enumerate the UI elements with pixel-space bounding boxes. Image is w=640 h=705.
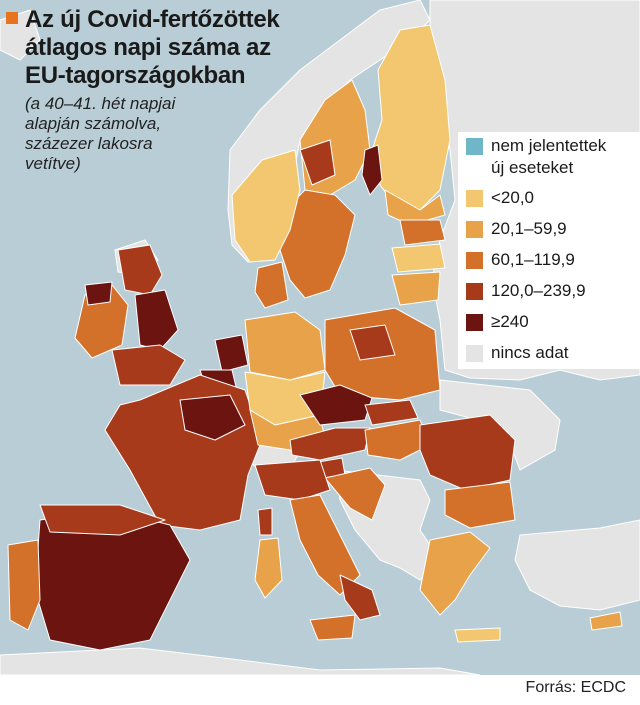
legend-swatch (466, 314, 483, 331)
region-bulgaria (444, 481, 516, 529)
region-corsica (257, 507, 273, 536)
legend-label: nem jelentettek új eseteket (491, 136, 607, 177)
legend-label: 20,1–59,9 (491, 219, 567, 238)
title-line-3: EU-tagországokban (25, 62, 246, 89)
region-slovakia (364, 399, 419, 426)
legend-swatch (466, 252, 483, 269)
map-subtitle: (a 40–41. hét napjai alapján számolva, s… (6, 94, 306, 174)
legend-label: 60,1–119,9 (491, 250, 575, 269)
region-sicily (309, 614, 356, 641)
region-poland-dark (349, 324, 396, 361)
region-sardinia (254, 537, 283, 599)
region-germany-north (244, 311, 326, 381)
region-norway-colored (231, 149, 301, 263)
region-italy-south (339, 574, 381, 621)
legend-item-no-new-cases: nem jelentettek új eseteket (466, 135, 606, 179)
region-estonia (399, 219, 446, 246)
region-denmark (254, 261, 289, 309)
region-finland (371, 24, 451, 211)
subtitle-line-2: alapján számolva, (25, 114, 162, 133)
region-latvia (391, 243, 446, 273)
legend-label: <20,0 (491, 188, 535, 207)
source-credit: Forrás: ECDC (525, 679, 626, 696)
legend-swatch (466, 221, 483, 238)
region-uk-north (134, 289, 179, 351)
legend-swatch (466, 345, 483, 362)
legend-label: ≥240 (491, 312, 529, 331)
region-sweden-mid (299, 139, 336, 186)
legend-item-under-20: <20,0 (466, 187, 534, 209)
region-austria (289, 427, 371, 461)
region-finland-south (384, 189, 446, 226)
legend-item-no-data: nincs adat (466, 342, 569, 364)
legend-swatch (466, 283, 483, 300)
region-hungary (364, 419, 431, 461)
legend-label: nincs adat (491, 343, 569, 362)
title-line-1: Az új Covid-fertőzöttek (25, 6, 280, 33)
subtitle-line-3: százezer lakosra (25, 134, 153, 153)
eu-regions (7, 24, 623, 651)
turkey-land (514, 519, 640, 611)
region-sweden-south (279, 189, 356, 299)
region-romania (419, 414, 516, 491)
title-block: Az új Covid-fertőzöttek átlagos napi szá… (6, 6, 306, 174)
region-croatia (324, 467, 386, 521)
source-bar: Forrás: ECDC (0, 675, 640, 705)
region-uk-south (111, 344, 186, 386)
map-legend: nem jelentettek új eseteket <20,0 20,1–5… (458, 132, 640, 369)
region-uk-ni (84, 281, 113, 306)
legend-swatch (466, 138, 483, 155)
title-marker (6, 12, 18, 24)
region-france (104, 374, 263, 531)
legend-item-60-120: 60,1–119,9 (466, 249, 575, 271)
region-cyprus (589, 611, 623, 631)
title-line-2: átlagos napi száma az (25, 34, 271, 61)
region-crete (454, 627, 501, 643)
north-africa-land (0, 647, 481, 676)
subtitle-line-4: vetítve) (25, 154, 81, 173)
legend-label: 120,0–239,9 (491, 281, 586, 300)
map-title: Az új Covid-fertőzöttek átlagos napi szá… (25, 6, 280, 90)
region-france-east (179, 394, 246, 441)
region-italy-north (254, 459, 331, 501)
region-greece (419, 531, 491, 616)
region-sweden-east (361, 144, 383, 196)
subtitle-line-1: (a 40–41. hét napjai (25, 94, 176, 113)
region-spain-north (39, 504, 166, 536)
region-netherlands (214, 334, 249, 373)
legend-item-120-240: 120,0–239,9 (466, 280, 586, 302)
region-portugal (7, 539, 41, 631)
legend-swatch (466, 190, 483, 207)
region-uk-scotland (117, 244, 163, 296)
region-lithuania (391, 271, 441, 306)
legend-item-20-60: 20,1–59,9 (466, 218, 567, 240)
legend-item-over-240: ≥240 (466, 311, 529, 333)
